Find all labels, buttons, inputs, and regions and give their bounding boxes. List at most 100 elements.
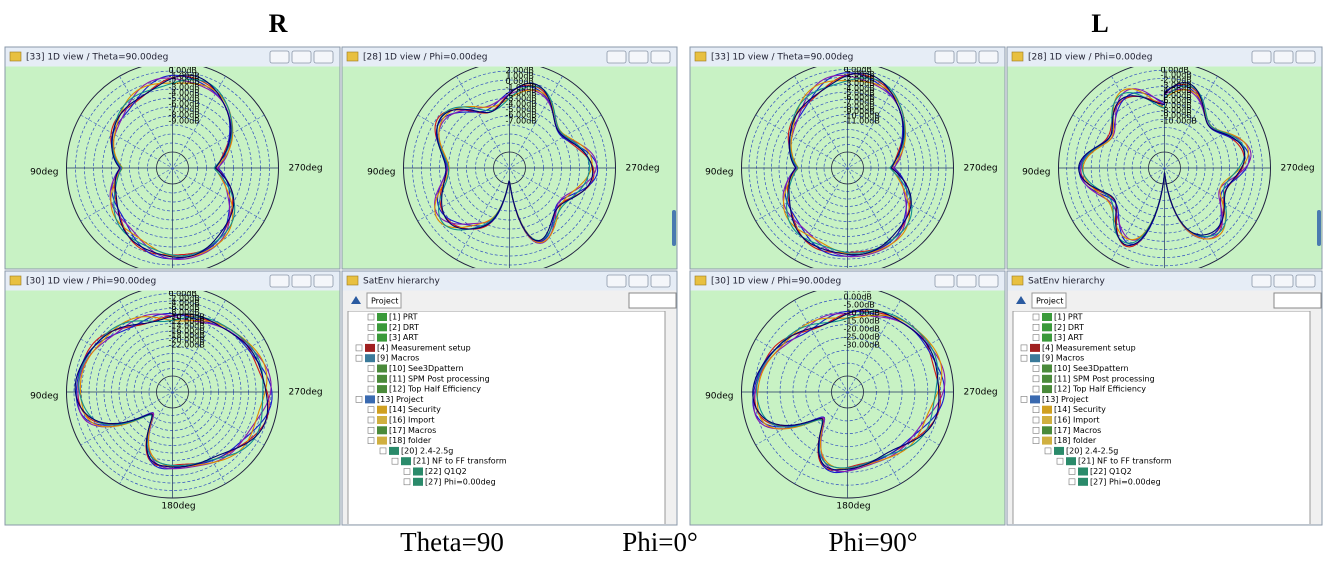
tree-item[interactable]: [13] Project <box>377 395 423 404</box>
expander[interactable] <box>1021 345 1027 351</box>
expander[interactable] <box>1057 458 1063 464</box>
expander[interactable] <box>368 335 374 341</box>
maximize-button[interactable] <box>957 275 976 287</box>
minimize-button[interactable] <box>1252 51 1271 63</box>
tree-item[interactable]: [11] SPM Post processing <box>389 374 490 383</box>
minimize-button[interactable] <box>935 51 954 63</box>
maximize-button[interactable] <box>1274 51 1293 63</box>
expander[interactable] <box>392 458 398 464</box>
search-box[interactable] <box>629 293 676 308</box>
tree-item[interactable]: [17] Macros <box>389 426 436 435</box>
close-button[interactable] <box>1296 51 1315 63</box>
expander[interactable] <box>1033 376 1039 382</box>
expander[interactable] <box>368 427 374 433</box>
expander[interactable] <box>380 448 386 454</box>
close-button[interactable] <box>651 51 670 63</box>
maximize-button[interactable] <box>292 275 311 287</box>
expander[interactable] <box>356 355 362 361</box>
angle-label: 90deg <box>30 392 58 402</box>
expander[interactable] <box>1033 324 1039 330</box>
maximize-button[interactable] <box>957 51 976 63</box>
close-button[interactable] <box>651 275 670 287</box>
angle-label: 90deg <box>1022 168 1050 178</box>
tree-icon <box>1042 375 1052 383</box>
maximize-button[interactable] <box>629 51 648 63</box>
tree-item[interactable]: [4] Measurement setup <box>377 343 471 352</box>
tree-item[interactable]: [2] DRT <box>1054 323 1084 332</box>
tree-item[interactable]: [22] Q1Q2 <box>425 467 467 476</box>
expander[interactable] <box>404 479 410 485</box>
tree-item[interactable]: [20] 2.4-2.5g <box>401 446 453 455</box>
expander[interactable] <box>1033 335 1039 341</box>
expander[interactable] <box>368 386 374 392</box>
expander[interactable] <box>368 324 374 330</box>
minimize-button[interactable] <box>935 275 954 287</box>
scroll-handle <box>672 210 676 246</box>
tree-item[interactable]: [17] Macros <box>1054 426 1101 435</box>
tree-item[interactable]: [16] Import <box>1054 416 1100 425</box>
expander[interactable] <box>356 396 362 402</box>
tree-item[interactable]: [4] Measurement setup <box>1042 343 1136 352</box>
expander[interactable] <box>1033 366 1039 372</box>
tree-item[interactable]: [22] Q1Q2 <box>1090 467 1132 476</box>
minimize-button[interactable] <box>270 51 289 63</box>
minimize-button[interactable] <box>607 51 626 63</box>
close-button[interactable] <box>314 275 333 287</box>
maximize-button[interactable] <box>629 275 648 287</box>
tree-item[interactable]: [11] SPM Post processing <box>1054 374 1155 383</box>
expander[interactable] <box>368 407 374 413</box>
expander[interactable] <box>368 417 374 423</box>
expander[interactable] <box>356 345 362 351</box>
minimize-button[interactable] <box>270 275 289 287</box>
expander[interactable] <box>368 376 374 382</box>
minimize-button[interactable] <box>1252 275 1271 287</box>
tree-item[interactable]: [27] Phi=0.00deg <box>1090 477 1161 486</box>
tree-item[interactable]: [9] Macros <box>377 354 419 363</box>
expander[interactable] <box>1033 407 1039 413</box>
close-button[interactable] <box>314 51 333 63</box>
search-box[interactable] <box>1274 293 1321 308</box>
expander[interactable] <box>404 469 410 475</box>
tree-item[interactable]: [9] Macros <box>1042 354 1084 363</box>
minimize-button[interactable] <box>607 275 626 287</box>
tree-item[interactable]: [14] Security <box>1054 405 1106 414</box>
expander[interactable] <box>368 438 374 444</box>
tree-item[interactable]: [10] See3Dpattern <box>1054 364 1129 373</box>
tree-item[interactable]: [3] ART <box>389 333 418 342</box>
expander[interactable] <box>1033 386 1039 392</box>
tree-item[interactable]: [1] PRT <box>1054 313 1083 322</box>
close-button[interactable] <box>979 51 998 63</box>
tree-item[interactable]: [12] Top Half Efficiency <box>1054 385 1146 394</box>
tree-item[interactable]: [21] NF to FF transform <box>413 457 507 466</box>
tree-item[interactable]: [12] Top Half Efficiency <box>389 385 481 394</box>
expander[interactable] <box>1021 396 1027 402</box>
expander[interactable] <box>368 314 374 320</box>
expander[interactable] <box>1033 438 1039 444</box>
tree-item[interactable]: [18] folder <box>1054 436 1097 445</box>
tree-item[interactable]: [3] ART <box>1054 333 1083 342</box>
expander[interactable] <box>1069 479 1075 485</box>
tree-item[interactable]: [2] DRT <box>389 323 419 332</box>
maximize-button[interactable] <box>292 51 311 63</box>
tree-item[interactable]: [13] Project <box>1042 395 1088 404</box>
maximize-button[interactable] <box>1274 275 1293 287</box>
expander[interactable] <box>1033 427 1039 433</box>
tree-item[interactable]: [20] 2.4-2.5g <box>1066 446 1118 455</box>
close-button[interactable] <box>1296 275 1315 287</box>
expander[interactable] <box>1045 448 1051 454</box>
expander[interactable] <box>1033 314 1039 320</box>
tree-item[interactable]: [18] folder <box>389 436 432 445</box>
tree-icon <box>365 354 375 362</box>
expander[interactable] <box>368 366 374 372</box>
expander[interactable] <box>1021 355 1027 361</box>
tree-item[interactable]: [1] PRT <box>389 313 418 322</box>
panel-label: L <box>1091 9 1108 38</box>
expander[interactable] <box>1069 469 1075 475</box>
tree-item[interactable]: [21] NF to FF transform <box>1078 457 1172 466</box>
tree-item[interactable]: [14] Security <box>389 405 441 414</box>
tree-item[interactable]: [16] Import <box>389 416 435 425</box>
expander[interactable] <box>1033 417 1039 423</box>
tree-item[interactable]: [10] See3Dpattern <box>389 364 464 373</box>
close-button[interactable] <box>979 275 998 287</box>
tree-item[interactable]: [27] Phi=0.00deg <box>425 477 496 486</box>
